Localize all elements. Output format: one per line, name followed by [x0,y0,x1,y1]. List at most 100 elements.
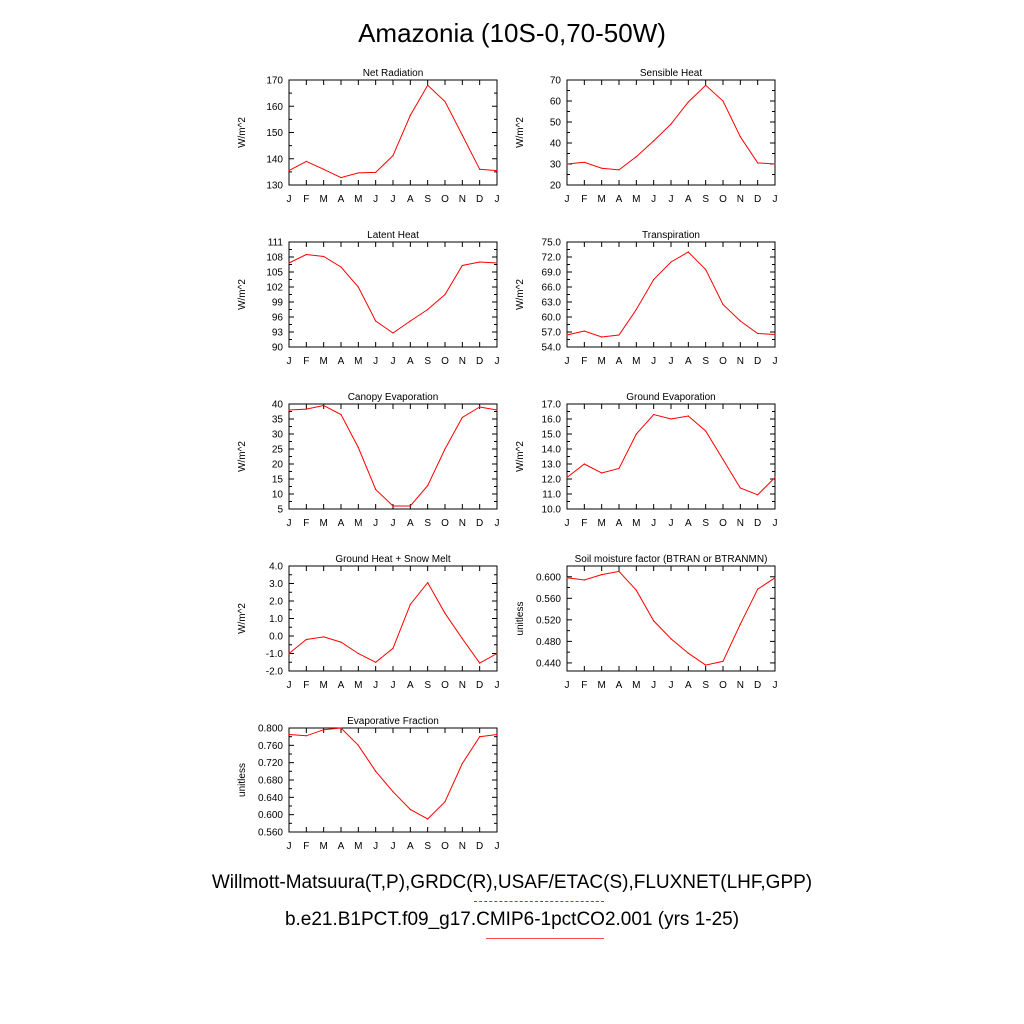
x-tick-label: O [719,356,727,367]
x-tick-label: M [319,356,327,367]
x-tick-label: J [773,194,778,205]
series-line-1 [566,570,776,666]
x-tick-label: J [287,680,292,691]
data-point [496,169,498,172]
data-point [774,333,776,336]
x-tick-label: J [495,356,500,367]
data-point [461,638,463,640]
y-tick-label: 60 [550,97,562,108]
x-tick-label: S [702,356,709,367]
y-axis-label: unitless [515,602,526,636]
y-tick-label: 130 [266,181,283,192]
data-point [392,647,394,649]
data-point [774,476,776,479]
data-point [461,416,463,419]
data-point [687,101,689,103]
x-tick-label: J [391,194,396,205]
x-tick-label: J [773,680,778,691]
x-tick-label: M [632,680,640,691]
y-tick-label: 102 [266,283,283,294]
x-tick-label: S [424,680,431,691]
chart-title: Canopy Evaporation [348,392,439,403]
data-point [670,261,672,263]
plot-frame [288,565,498,672]
x-tick-label: J [391,680,396,691]
x-tick-label: A [685,680,692,691]
y-tick-label: 3.0 [269,579,283,590]
x-tick-label: J [373,841,378,852]
y-tick-label: 108 [266,253,283,264]
x-tick-label: J [565,680,570,691]
x-tick-label: M [632,194,640,205]
x-tick-label: F [303,194,309,205]
x-tick-label: A [407,356,414,367]
data-point [618,169,620,171]
x-tick-label: S [702,194,709,205]
x-tick-label: S [424,518,431,529]
data-point [670,123,672,125]
y-tick-label: 17.0 [542,400,562,411]
data-point [444,448,446,450]
x-tick-label: A [407,518,414,529]
data-point [305,253,307,256]
data-point [670,638,672,640]
y-tick-label: 20 [272,460,284,471]
y-tick-label: 40 [550,139,562,150]
x-tick-label: M [632,356,640,367]
data-point [653,278,655,281]
y-tick-label: 0.560 [258,828,283,839]
y-tick-label: 0.440 [536,658,561,669]
y-axis-label: W/m^2 [515,441,526,472]
data-point [496,733,498,736]
data-point [722,303,724,306]
data-point [739,136,741,138]
y-tick-label: 35 [272,415,284,426]
y-tick-label: 14.0 [542,445,562,456]
data-point [288,652,290,655]
plot-frame [288,727,498,833]
x-tick-label: M [597,356,605,367]
y-tick-label: 0.600 [258,810,283,821]
data-point [722,458,724,461]
y-tick-label: 69.0 [542,268,562,279]
data-point [461,762,463,765]
data-point [323,729,325,731]
data-point [722,100,724,102]
data-point [340,641,342,643]
plot-frame [566,403,776,510]
x-tick-label: A [407,194,414,205]
x-tick-label: N [737,194,744,205]
x-tick-label: D [754,194,761,205]
y-tick-label: 0.800 [258,724,283,735]
x-tick-label: N [459,518,466,529]
y-tick-label: 63.0 [542,298,562,309]
data-point [444,801,446,803]
data-point [461,264,463,267]
x-tick-label: J [495,841,500,852]
x-tick-label: D [476,680,483,691]
data-point [323,404,325,407]
series-line-1 [288,253,498,334]
y-axis-label: W/m^2 [515,117,526,148]
x-tick-label: F [303,356,309,367]
data-point [427,84,429,86]
y-tick-label: 5 [277,505,283,516]
data-point [305,160,307,162]
data-point [583,579,585,581]
x-tick-label: F [581,194,587,205]
y-tick-label: 105 [266,268,283,279]
legend-observations-label: Willmott-Matsuura(T,P),GRDC(R),USAF/ETAC… [211,872,813,893]
data-point [427,485,429,487]
y-tick-label: 10.0 [542,505,562,516]
data-point [323,255,325,258]
data-point [340,266,342,268]
data-point [687,652,689,654]
y-axis-label: W/m^2 [237,117,248,148]
data-point [705,430,707,432]
y-tick-label: 54.0 [542,343,562,354]
data-point [479,662,481,664]
x-tick-label: D [476,518,483,529]
